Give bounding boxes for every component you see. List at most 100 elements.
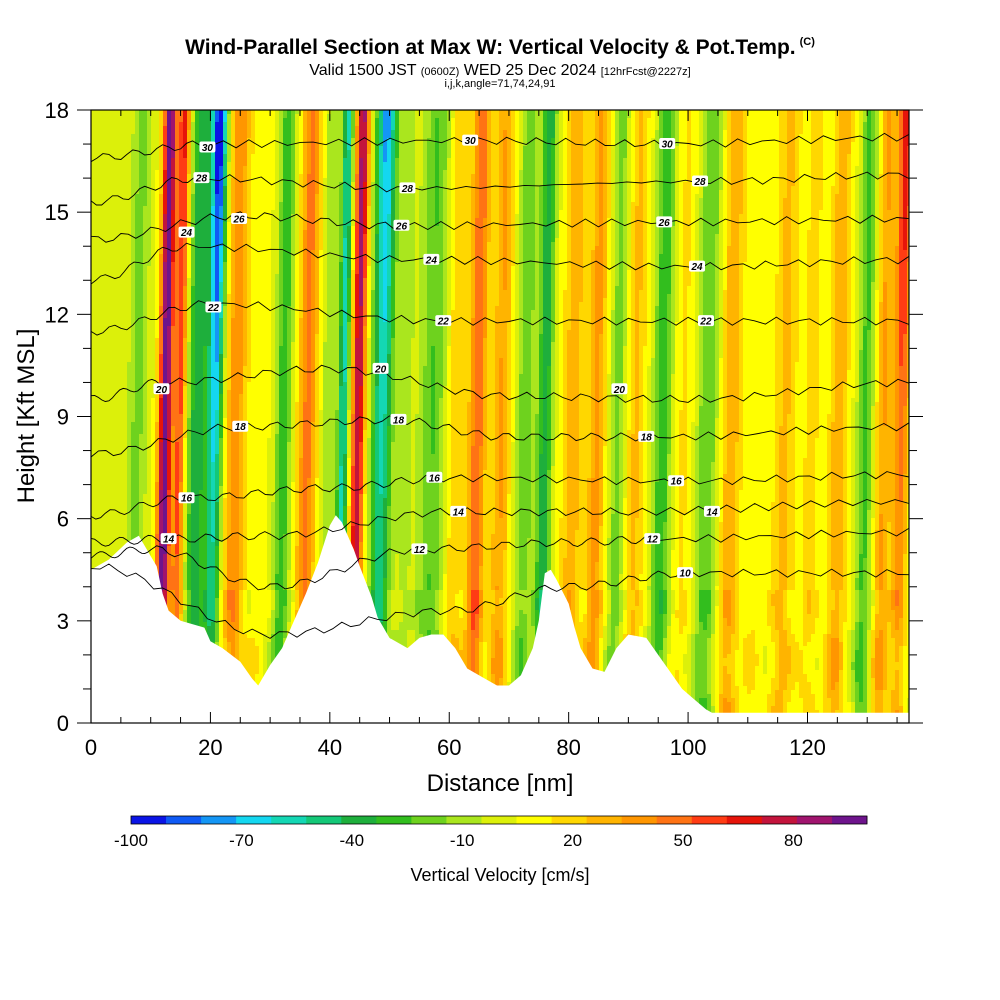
- theta-label: 12: [414, 545, 426, 556]
- vertical-velocity-field: [91, 110, 909, 723]
- theta-contour-16: [91, 471, 909, 520]
- chart-title: Wind-Parallel Section at Max W: Vertical…: [0, 36, 1000, 60]
- x-tick-label: 40: [318, 735, 342, 760]
- theta-label-bg: [393, 219, 410, 231]
- colorbar-swatch: [796, 816, 833, 824]
- theta-label-bg: [199, 141, 216, 153]
- theta-label-bg: [178, 492, 195, 504]
- theta-label: 26: [233, 214, 246, 225]
- colorbar-swatch: [341, 816, 377, 824]
- theta-label: 30: [202, 143, 214, 154]
- colorbar-swatch: [376, 816, 412, 824]
- theta-label-bg: [426, 471, 443, 483]
- theta-label-bg: [689, 260, 706, 272]
- subtitle-utc: (0600Z): [421, 66, 460, 78]
- x-tick-label: 80: [556, 735, 580, 760]
- theta-label-bg: [399, 182, 416, 194]
- colorbar-swatch: [201, 816, 237, 824]
- colorbar-tick-label: -100: [114, 831, 148, 850]
- colorbar-tick-label: -40: [340, 831, 365, 850]
- colorbar-swatch: [586, 816, 623, 824]
- theta-label: 28: [693, 177, 706, 188]
- axes: 0 20 40 60 80 100 120 0 3 6 9 12 15 18: [45, 98, 923, 760]
- y-tick-label: 3: [57, 609, 69, 634]
- theta-label: 14: [163, 535, 175, 546]
- theta-contour-10: [91, 563, 909, 639]
- colorbar: -100 -70 -40 -10 20 50 80: [114, 815, 868, 850]
- theta-label: 18: [641, 432, 653, 443]
- theta-label-bg: [668, 475, 685, 487]
- chart-subtitle: Valid 1500 JST (0600Z) WED 25 Dec 2024 […: [0, 62, 1000, 80]
- y-axis-label: Height [Kft MSL]: [13, 329, 40, 504]
- colorbar-tick-label: -10: [450, 831, 475, 850]
- colorbar-swatch: [131, 816, 167, 824]
- theta-label-bg: [656, 216, 673, 228]
- theta-label: 24: [425, 255, 438, 266]
- theta-label: 18: [393, 415, 405, 426]
- chart-title-text: Wind-Parallel Section at Max W: Vertical…: [185, 36, 796, 59]
- y-tick-label: 15: [45, 200, 69, 225]
- theta-label: 28: [401, 184, 414, 195]
- x-tick-label: 0: [85, 735, 97, 760]
- theta-label: 30: [662, 140, 674, 151]
- colorbar-swatch: [411, 816, 447, 824]
- colorbar-swatch: [656, 816, 693, 824]
- theta-label: 16: [429, 473, 441, 484]
- colorbar-swatch: [691, 816, 728, 824]
- subtitle-prefix: Valid 1500 JST: [309, 62, 416, 79]
- theta-label-bg: [462, 134, 479, 146]
- x-tick-label: 60: [437, 735, 461, 760]
- theta-label-bg: [231, 212, 248, 224]
- theta-label: 26: [658, 218, 671, 229]
- colorbar-label: Vertical Velocity [cm/s]: [410, 865, 589, 885]
- colorbar-swatch: [446, 816, 482, 824]
- theta-label: 26: [395, 221, 408, 232]
- theta-contour-labels: 30 28 26 24 22 20 18 16 14 30 28 26 24 22 20 18 16 14 12 30…: [153, 134, 720, 580]
- y-tick-label: 6: [57, 507, 69, 532]
- theta-label-bg: [411, 543, 428, 555]
- theta-label: 22: [207, 303, 220, 314]
- theta-label-bg: [232, 420, 249, 432]
- theta-label: 18: [235, 422, 247, 433]
- theta-label: 14: [706, 507, 718, 518]
- y-tick-label: 12: [45, 302, 69, 327]
- subtitle-fcst: [12hrFcst@2227z]: [601, 66, 691, 78]
- theta-label: 16: [181, 494, 193, 505]
- theta-label-bg: [435, 315, 452, 327]
- chart-subtitle-2: i,j,k,angle=71,74,24,91: [0, 78, 1000, 90]
- colorbar-swatch: [551, 816, 588, 824]
- colorbar-swatch: [761, 816, 798, 824]
- theta-label-bg: [703, 505, 720, 517]
- colorbar-tick-label: 20: [563, 831, 582, 850]
- colorbar-swatch: [166, 816, 202, 824]
- y-tick-label: 9: [57, 405, 69, 430]
- theta-label-bg: [160, 533, 177, 545]
- theta-label-bg: [450, 505, 467, 517]
- colorbar-tick-label: 80: [784, 831, 803, 850]
- theta-label: 20: [374, 364, 387, 375]
- theta-label-bg: [153, 383, 170, 395]
- copyright-mark: (C): [800, 36, 815, 48]
- theta-label: 30: [465, 136, 477, 147]
- colorbar-swatch: [621, 816, 658, 824]
- theta-label: 16: [671, 477, 683, 488]
- theta-label: 24: [690, 262, 703, 273]
- theta-label: 28: [195, 174, 208, 185]
- colorbar-swatch: [831, 816, 868, 824]
- theta-label: 12: [647, 535, 659, 546]
- theta-label-bg: [697, 315, 714, 327]
- theta-label: 14: [453, 507, 465, 518]
- colorbar-swatch: [271, 816, 307, 824]
- x-tick-label: 100: [670, 735, 707, 760]
- theta-label-bg: [178, 226, 195, 238]
- colorbar-swatch: [236, 816, 272, 824]
- theta-label-bg: [193, 172, 210, 184]
- theta-contour-20: [91, 364, 909, 403]
- colorbar-tick-label: 50: [674, 831, 693, 850]
- colorbar-swatch: [726, 816, 763, 824]
- x-tick-label: 120: [789, 735, 826, 760]
- theta-contour-14: [91, 499, 909, 547]
- x-tick-label: 20: [198, 735, 222, 760]
- theta-label: 22: [437, 317, 450, 328]
